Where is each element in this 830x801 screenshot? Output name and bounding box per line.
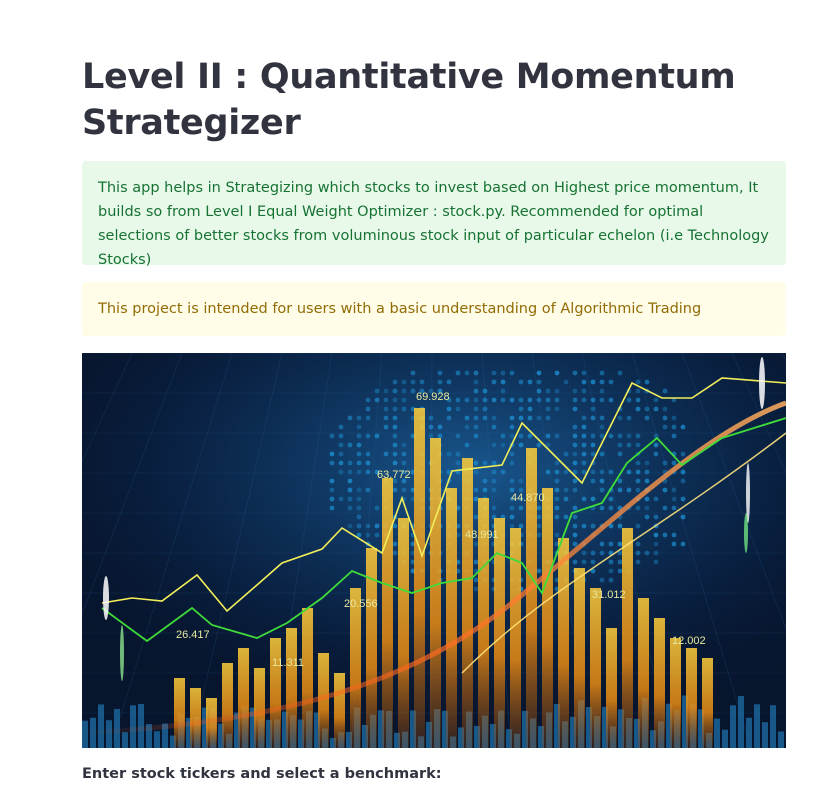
world-map-dots <box>329 370 686 592</box>
chart-label-2: 63.772 <box>377 469 411 481</box>
chart-label-1: 69.928 <box>416 391 450 403</box>
chart-label-6: 26.417 <box>176 629 210 641</box>
chart-label-9: 12.002 <box>672 635 706 647</box>
yellow-price-line <box>101 377 786 613</box>
success-alert-text: This app helps in Strategizing which sto… <box>98 180 769 268</box>
chart-label-3: 44.870 <box>511 492 545 504</box>
light-streaks <box>103 357 765 681</box>
warning-alert-text: This project is intended for users with … <box>98 301 702 317</box>
ticker-input-prompt: Enter stock tickers and select a benchma… <box>82 766 442 782</box>
stock-chart-illustration: 69.928 63.772 44.870 48.991 20.556 26.41… <box>82 353 786 748</box>
warning-alert: This project is intended for users with … <box>82 282 786 336</box>
chart-label-7: 11.311 <box>272 657 304 669</box>
bright-trend-line <box>461 432 786 674</box>
page-title: Level II : Quantitative Momentum Strateg… <box>82 57 736 143</box>
info-alert-success: This app helps in Strategizing which sto… <box>82 161 786 268</box>
chart-label-5: 20.556 <box>344 598 378 610</box>
hero-image: 69.928 63.772 44.870 48.991 20.556 26.41… <box>82 353 786 748</box>
price-bars <box>174 408 713 748</box>
green-price-line <box>101 417 786 643</box>
orange-flare-line <box>82 400 786 736</box>
chart-label-4: 48.991 <box>465 529 499 541</box>
chart-label-8: 31.012 <box>592 589 626 601</box>
